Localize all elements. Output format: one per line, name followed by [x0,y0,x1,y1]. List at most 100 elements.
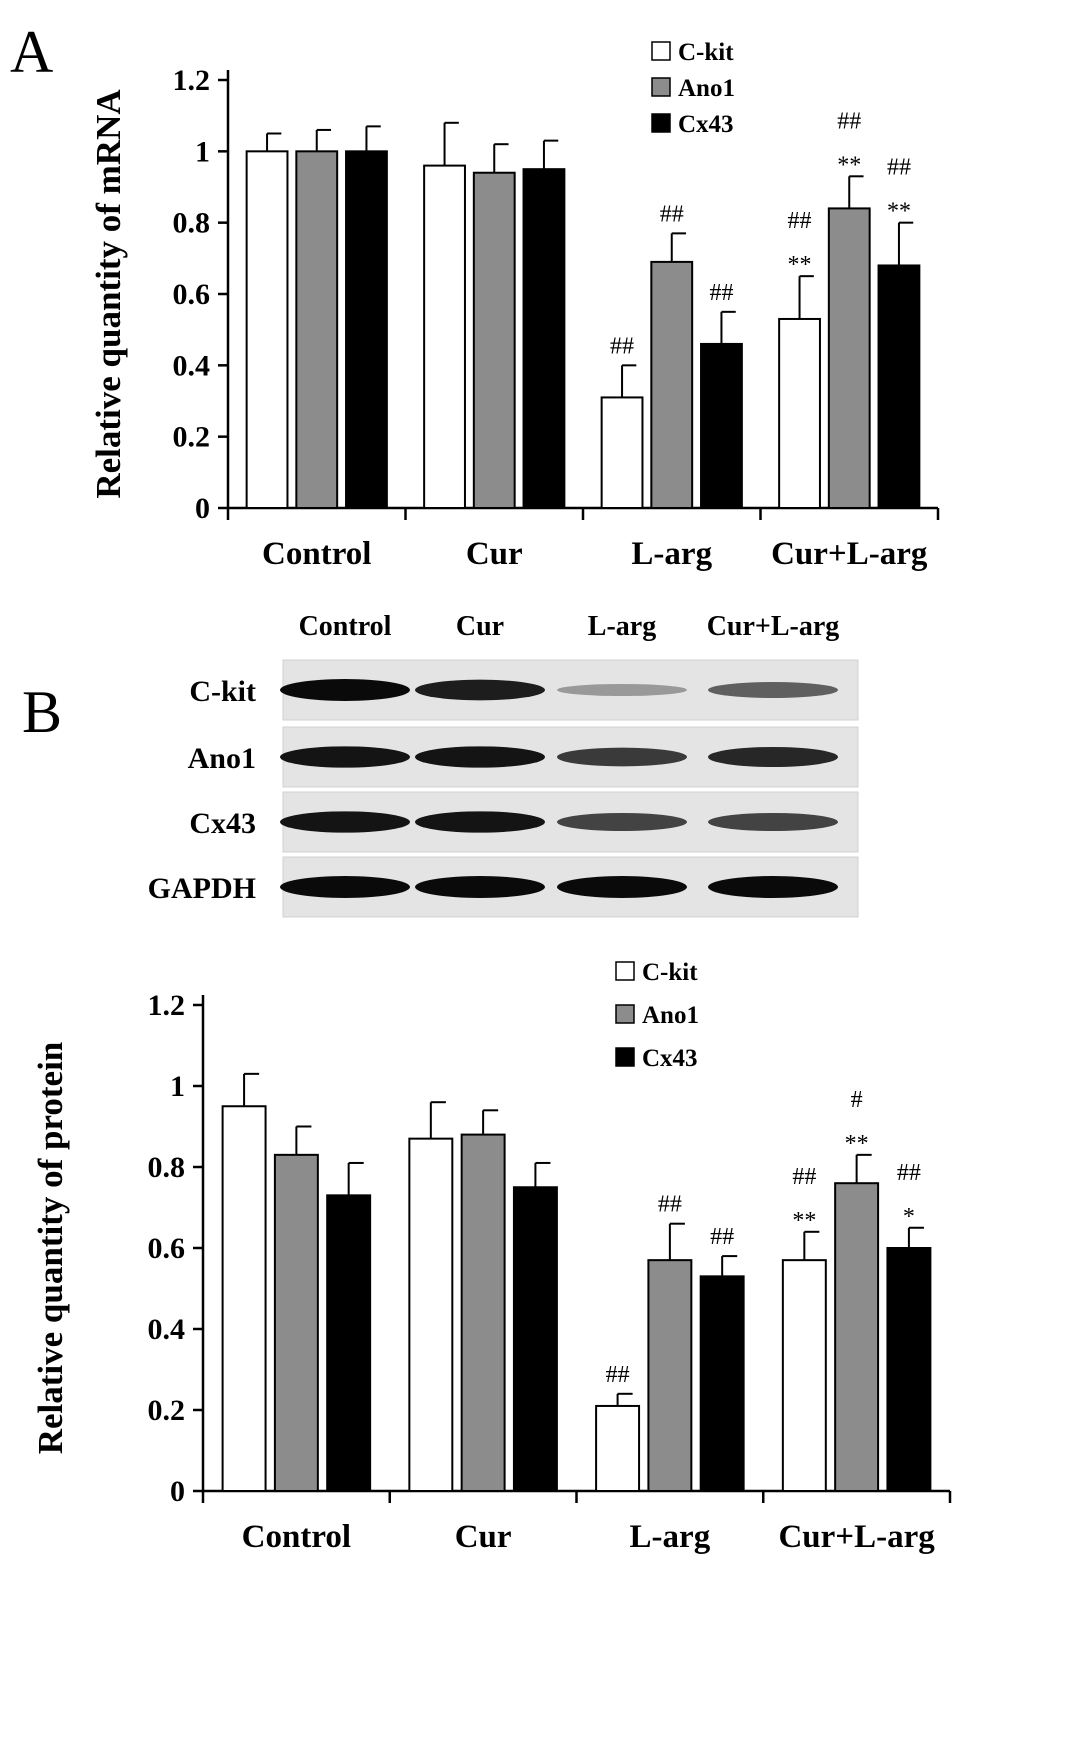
bar [877,264,921,510]
y-tick-label: 0.2 [148,1394,186,1427]
bar [778,317,821,510]
mrna-chart: 0 0.2 0.4 0.6 0.8 1 1.2 Control Cur L-arg Cur+L-ar… [89,39,940,572]
blot-band [557,812,687,832]
bar [595,1404,641,1492]
bar [600,396,644,509]
significance-hash: ## [897,1160,921,1186]
y-tick-label: 1.2 [173,64,211,97]
blot-row-label: GAPDH [148,872,256,905]
significance-hash: ## [658,1192,682,1218]
bar [834,1182,880,1492]
significance-hash: ## [709,280,733,306]
blot-row-label: Cx43 [189,807,256,840]
significance-hash: ## [887,155,911,181]
significance-star: ** [887,199,911,225]
bar [326,1194,372,1492]
legend-swatch [651,113,671,133]
category-label: Cur [455,1519,512,1555]
category-label: Cur [466,536,523,572]
y-tick-label: 0.4 [173,349,211,382]
bar [781,1259,827,1493]
bar [423,164,466,509]
bar [345,150,388,509]
bar [408,1137,454,1493]
significance-hash: # [851,1087,863,1113]
blot-band [708,812,838,832]
significance-hash: ## [788,208,812,234]
significance-hash: ## [837,108,861,134]
legend-swatch [615,961,635,981]
category-label: Cur+L-arg [778,1519,935,1555]
legend-swatch [615,1004,635,1024]
significance-star: ** [792,1208,816,1234]
significance-hash: ## [610,333,634,359]
blot-band [280,876,410,898]
legend-swatch [651,77,671,97]
blot-lane-label: Cur [456,611,504,642]
bar [647,1259,693,1493]
blot-lane-label: L-arg [588,611,656,642]
significance-star: ** [788,252,812,278]
blot-band [708,746,838,768]
blot-band [415,746,545,768]
bar [699,1275,745,1492]
category-label: Cur+L-arg [771,536,928,572]
bar [472,171,516,509]
y-axis-label: Relative quantity of protein [31,1042,70,1455]
blot-band [415,679,545,701]
significance-star: ** [845,1131,869,1157]
bar [221,1105,267,1492]
bar [273,1153,319,1492]
bar [512,1186,558,1492]
y-tick-label: 0 [170,1475,185,1508]
blot-band [415,876,545,898]
blot-lane-label: Cur+L-arg [707,611,840,642]
blot-band [280,811,410,833]
blot-band [557,747,687,767]
blot-band [415,811,545,833]
significance-hash: ## [606,1362,630,1388]
blot-row-label: C-kit [189,675,256,708]
bar [245,150,289,509]
y-tick-label: 0.8 [148,1151,186,1184]
legend-label: C-kit [678,39,734,66]
legend-label: Ano1 [642,1002,699,1029]
blot-band [280,746,410,768]
category-label: Control [262,536,371,572]
western-blot: Control Cur L-arg Cur+L-arg C-kit Ano1 Cx43 GAP… [148,611,859,918]
y-tick-label: 0.6 [148,1232,186,1265]
panel-b-letter: B [22,679,62,745]
y-tick-label: 0.8 [173,207,211,240]
panel-a-letter: A [10,19,53,85]
y-tick-label: 0.6 [173,278,211,311]
blot-band [280,679,410,701]
bar [522,168,566,510]
bar [295,150,339,509]
blot-band [708,681,838,699]
significance-star: * [903,1204,915,1230]
blot-band [557,683,687,697]
y-tick-label: 0.2 [173,421,211,454]
category-label: L-arg [631,536,712,572]
protein-chart: 0 0.2 0.4 0.6 0.8 1 1.2 Control Cur L-arg Cur+L-ar… [31,959,952,1555]
category-label: L-arg [630,1519,711,1555]
legend-swatch [615,1047,635,1067]
blot-band [557,876,687,898]
y-tick-label: 1 [195,135,210,168]
y-axis-label: Relative quantity of mRNA [89,89,128,499]
bar [886,1247,932,1492]
bar [700,342,743,509]
significance-hash: ## [660,201,684,227]
legend-label: Ano1 [678,75,735,102]
significance-star: ** [837,152,861,178]
bar [827,207,871,509]
y-tick-label: 0 [195,492,210,525]
category-label: Control [242,1519,351,1555]
blot-band [708,876,838,898]
legend-label: C-kit [642,959,698,986]
bar [460,1133,506,1492]
y-tick-label: 0.4 [148,1313,186,1346]
legend-label: Cx43 [678,111,734,138]
bar [650,260,694,509]
